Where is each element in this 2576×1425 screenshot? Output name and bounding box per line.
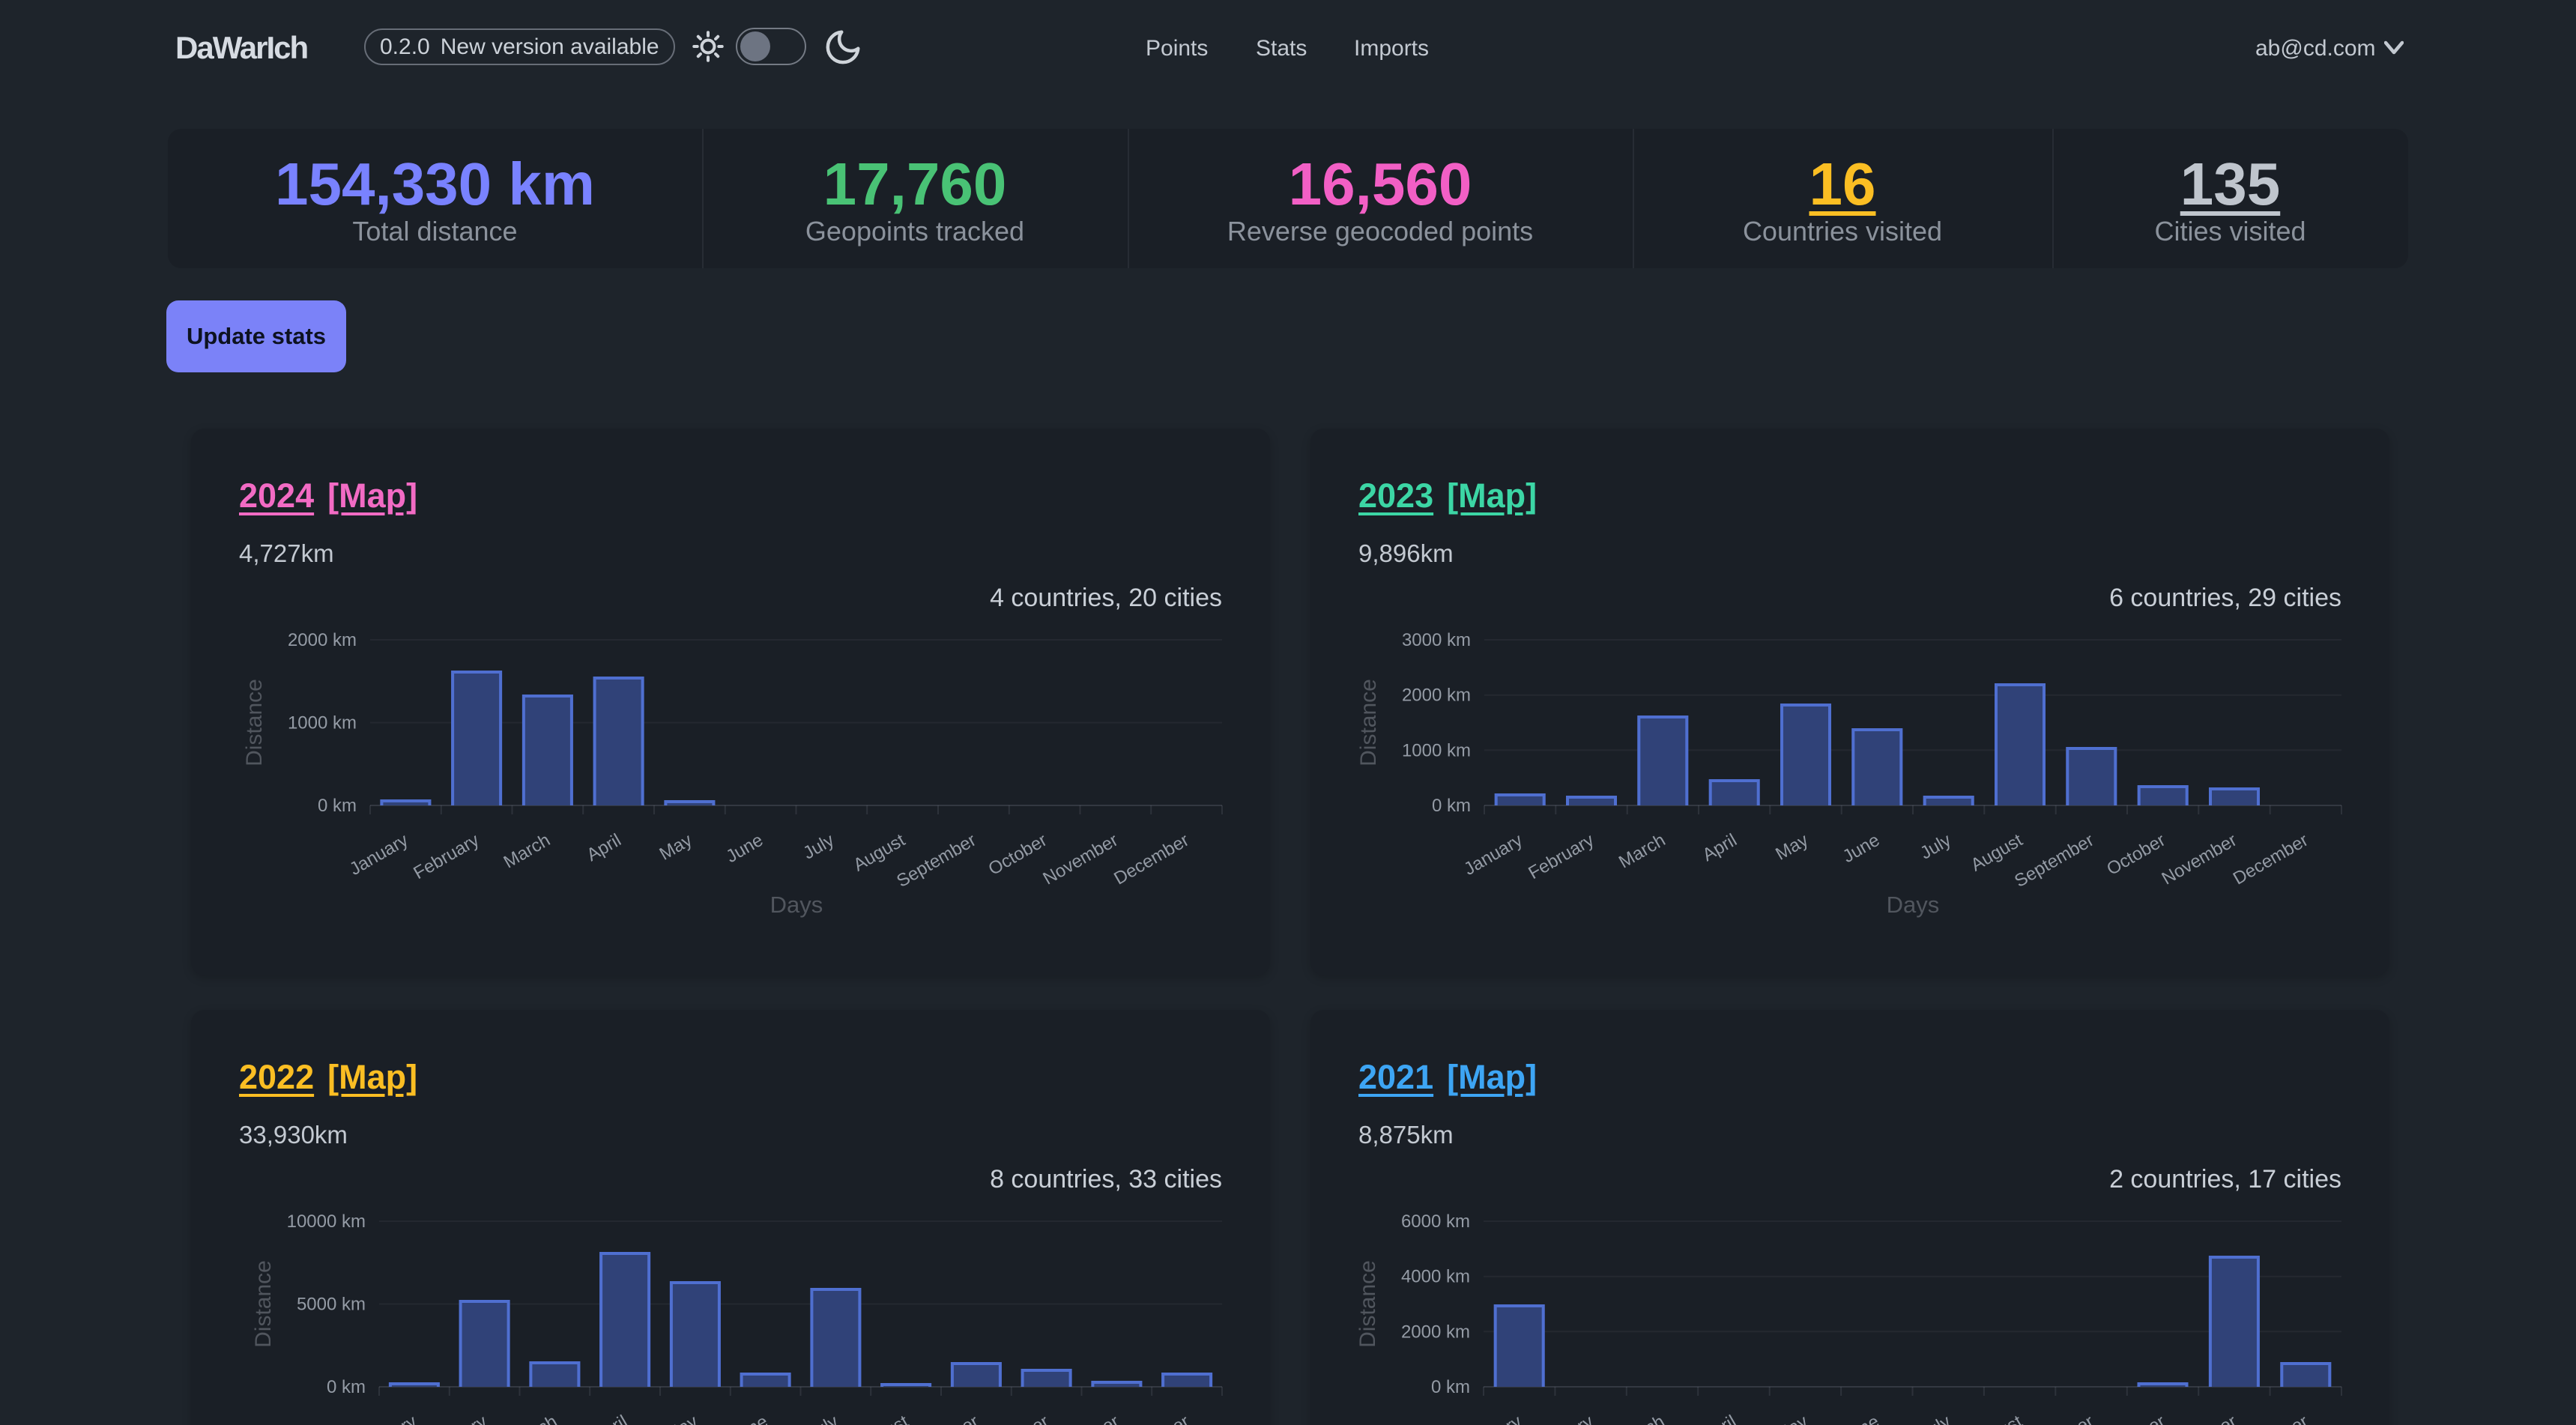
svg-text:August: August <box>1967 1412 2025 1425</box>
svg-text:April: April <box>1699 1412 1740 1425</box>
svg-text:June: June <box>723 830 767 867</box>
svg-text:August: August <box>853 1412 912 1425</box>
svg-text:0 km: 0 km <box>327 1377 366 1397</box>
svg-text:May: May <box>656 830 696 865</box>
svg-text:Days: Days <box>770 892 823 918</box>
svg-text:June: June <box>1839 830 1884 867</box>
svg-text:Distance: Distance <box>1355 1260 1380 1348</box>
svg-text:September: September <box>2011 1412 2097 1425</box>
svg-text:October: October <box>987 1412 1052 1425</box>
svg-text:April: April <box>1699 830 1741 865</box>
svg-text:February: February <box>1524 1412 1597 1425</box>
svg-text:May: May <box>1772 1412 1812 1425</box>
svg-text:May: May <box>1772 830 1812 865</box>
svg-text:February: February <box>418 1412 491 1425</box>
svg-text:February: February <box>410 830 483 883</box>
svg-text:0 km: 0 km <box>318 796 357 816</box>
svg-text:November: November <box>2159 1412 2240 1425</box>
svg-text:Distance: Distance <box>242 679 267 766</box>
svg-text:0 km: 0 km <box>1432 796 1471 816</box>
svg-text:10000 km: 10000 km <box>287 1211 366 1232</box>
svg-text:2000 km: 2000 km <box>1401 1322 1470 1342</box>
svg-text:March: March <box>1615 830 1669 873</box>
svg-text:July: July <box>804 1412 841 1425</box>
svg-text:January: January <box>354 1412 420 1425</box>
svg-text:December: December <box>1111 1412 1193 1425</box>
svg-text:June: June <box>1839 1412 1883 1425</box>
svg-text:April: April <box>584 830 625 865</box>
svg-text:December: December <box>2230 1412 2312 1425</box>
svg-text:6000 km: 6000 km <box>1401 1211 1470 1232</box>
svg-text:September: September <box>896 1412 982 1425</box>
svg-text:September: September <box>2011 830 2097 892</box>
svg-text:Distance: Distance <box>251 1260 276 1348</box>
svg-text:1000 km: 1000 km <box>288 713 357 733</box>
svg-text:July: July <box>799 830 837 864</box>
svg-text:2000 km: 2000 km <box>288 630 357 650</box>
svg-text:May: May <box>662 1412 701 1425</box>
svg-text:January: January <box>1460 1412 1525 1425</box>
svg-text:August: August <box>1968 830 2026 876</box>
svg-text:October: October <box>2103 1412 2168 1425</box>
svg-text:January: January <box>346 830 411 880</box>
svg-text:June: June <box>728 1412 772 1425</box>
svg-text:Days: Days <box>1887 892 1940 918</box>
svg-text:2000 km: 2000 km <box>1402 686 1471 706</box>
svg-text:November: November <box>1041 1412 1122 1425</box>
svg-text:Distance: Distance <box>1356 679 1381 766</box>
svg-text:August: August <box>850 830 908 876</box>
svg-text:5000 km: 5000 km <box>297 1295 366 1315</box>
svg-text:November: November <box>1040 830 1122 889</box>
svg-text:4000 km: 4000 km <box>1401 1267 1470 1287</box>
svg-text:March: March <box>507 1412 560 1425</box>
svg-text:July: July <box>1917 1412 1954 1425</box>
svg-text:March: March <box>501 830 554 873</box>
svg-text:February: February <box>1525 830 1597 883</box>
svg-text:1000 km: 1000 km <box>1402 740 1471 760</box>
svg-text:September: September <box>893 830 979 892</box>
svg-text:July: July <box>1917 830 1954 864</box>
svg-text:December: December <box>2230 830 2312 889</box>
svg-text:3000 km: 3000 km <box>1402 630 1471 650</box>
svg-text:November: November <box>2159 830 2240 889</box>
svg-text:March: March <box>1615 1412 1668 1425</box>
svg-text:January: January <box>1460 830 1526 880</box>
svg-text:April: April <box>590 1412 631 1425</box>
svg-text:0 km: 0 km <box>1431 1377 1470 1397</box>
svg-text:December: December <box>1110 830 1192 889</box>
